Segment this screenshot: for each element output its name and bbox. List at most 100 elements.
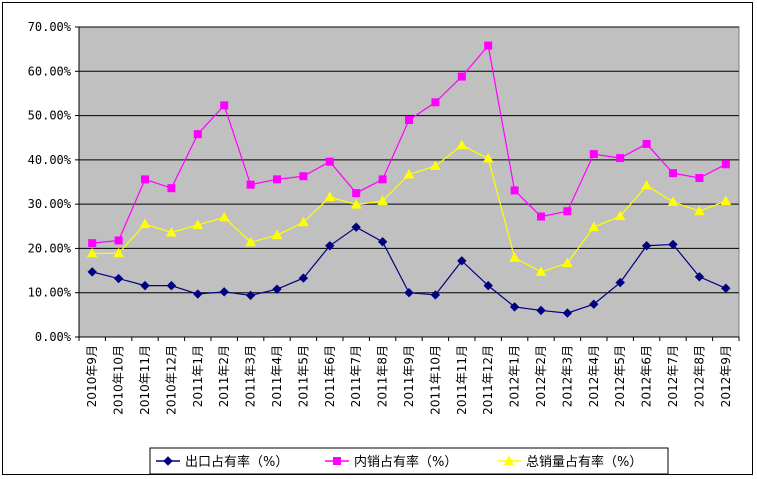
data-point: [377, 237, 388, 247]
data-point: [721, 160, 730, 169]
data-point: [405, 116, 413, 124]
x-tick-label: 2012年2月: [534, 345, 548, 407]
axes: [75, 26, 740, 341]
data-point: [272, 284, 282, 294]
x-tick-label: 2011年2月: [217, 345, 231, 407]
series-1: [87, 222, 731, 318]
x-tick-label: 2011年7月: [349, 345, 363, 407]
data-point: [588, 221, 600, 232]
x-tick-label: 2010年12月: [164, 345, 178, 415]
legend-entry-1: 出口占有率（%）: [156, 454, 288, 470]
data-point: [562, 257, 573, 268]
y-tick-labels: 0.00% 10.00% 20.00% 30.00% 40.00% 50.00% 60.00…: [28, 20, 72, 344]
x-tick-label: 2011年10月: [428, 345, 442, 415]
gridlines: [79, 26, 739, 294]
data-point: [456, 139, 468, 150]
data-point: [641, 180, 652, 190]
data-point: [668, 239, 678, 250]
data-point: [694, 205, 705, 216]
data-point: [324, 191, 336, 202]
data-point: [246, 180, 255, 189]
data-point: [298, 273, 309, 283]
data-point: [167, 184, 176, 193]
data-point: [218, 211, 230, 222]
data-point: [140, 280, 150, 291]
data-point: [403, 168, 415, 179]
x-tick-label: 2011年4月: [270, 345, 284, 407]
line-chart: 0.00% 10.00% 20.00% 30.00% 40.00% 50.00% 60.00…: [28, 20, 740, 475]
data-point: [220, 101, 229, 110]
data-point: [141, 175, 149, 184]
data-point: [404, 288, 414, 298]
y-tick-label: 50.00%: [28, 109, 72, 123]
data-point: [536, 305, 546, 316]
legend-entry-3: 总销量占有率（%）: [497, 454, 642, 470]
data-point: [667, 196, 679, 206]
legend-label: 内销占有率（%）: [354, 454, 457, 470]
data-point: [482, 153, 494, 163]
x-tick-label: 2012年9月: [719, 345, 733, 407]
series-lines: [86, 41, 732, 318]
data-point: [695, 174, 704, 183]
legend-marker: [333, 457, 341, 465]
legend: 出口占有率（%） 内销占有率（%） 总销量占有率（%）: [149, 447, 669, 475]
data-point: [483, 280, 493, 291]
data-point: [86, 247, 98, 258]
data-point: [192, 219, 204, 229]
data-point: [457, 72, 466, 81]
data-point: [563, 207, 572, 216]
x-tick-label: 2011年11月: [455, 345, 469, 415]
data-point: [669, 169, 677, 178]
x-tick-label: 2012年8月: [692, 345, 706, 407]
data-point: [377, 195, 388, 206]
plot-area: [78, 26, 740, 338]
x-tick-label: 2010年9月: [85, 345, 99, 407]
x-tick-label: 2011年1月: [191, 345, 205, 407]
y-tick-label: 10.00%: [28, 286, 72, 300]
data-point: [616, 154, 625, 163]
data-point: [350, 199, 362, 209]
data-point: [113, 273, 124, 284]
data-point: [641, 241, 652, 251]
data-point: [193, 289, 203, 299]
y-tick-label: 60.00%: [28, 64, 72, 78]
legend-marker: [503, 455, 515, 465]
data-point: [87, 267, 97, 277]
legend-label: 总销量占有率（%）: [526, 454, 642, 470]
data-point: [325, 241, 335, 251]
series-2: [88, 41, 730, 248]
x-tick-label: 2012年1月: [508, 345, 522, 407]
legend-entry-2: 内销占有率（%）: [325, 454, 457, 470]
series-3: [86, 139, 732, 276]
x-tick-label: 2011年3月: [244, 345, 258, 407]
data-point: [484, 41, 493, 50]
x-tick-label: 2012年6月: [640, 345, 654, 407]
data-point: [589, 150, 598, 159]
data-point: [509, 302, 520, 312]
data-point: [113, 247, 124, 258]
data-point: [430, 160, 441, 171]
data-point: [431, 98, 440, 107]
chart-frame: 0.00% 10.00% 20.00% 30.00% 40.00% 50.00% 60.00…: [2, 2, 753, 475]
x-tick-label: 2012年5月: [613, 345, 627, 407]
y-tick-label: 40.00%: [28, 153, 72, 167]
data-point: [139, 218, 151, 229]
data-point: [325, 157, 334, 166]
x-tick-label: 2012年7月: [666, 345, 680, 407]
data-point: [720, 195, 732, 206]
y-tick-label: 70.00%: [28, 20, 72, 34]
data-point: [562, 308, 573, 318]
data-point: [642, 139, 651, 148]
data-point: [694, 272, 705, 282]
data-point: [245, 290, 256, 301]
data-point: [430, 290, 441, 300]
data-point: [88, 239, 97, 248]
data-point: [193, 130, 202, 139]
data-point: [509, 252, 520, 262]
y-tick-label: 0.00%: [35, 330, 72, 344]
x-tick-label: 2011年5月: [296, 345, 310, 407]
y-tick-label: 30.00%: [28, 197, 72, 211]
legend-label: 出口占有率（%）: [185, 454, 288, 470]
x-tick-label: 2011年6月: [323, 345, 337, 407]
data-point: [299, 172, 308, 181]
